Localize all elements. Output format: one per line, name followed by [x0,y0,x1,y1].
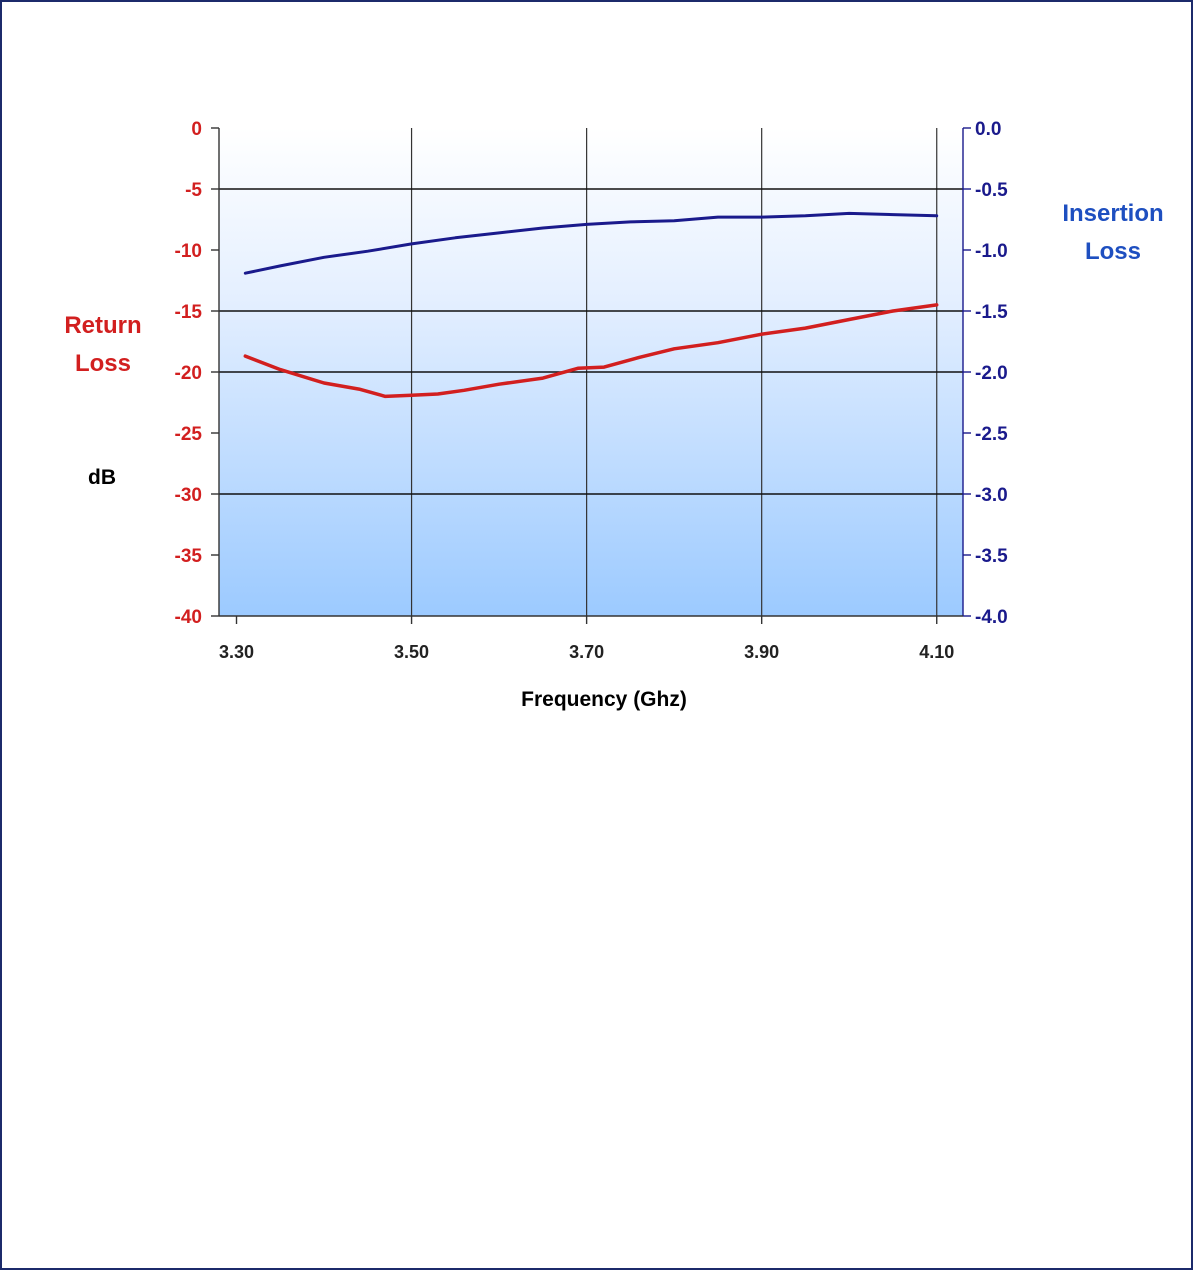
return-loss-label-line1: Return [64,312,142,339]
left-tick-label: -40 [175,607,202,628]
return-loss-label: Return Loss [48,307,158,383]
x-axis-title: Frequency (Ghz) [521,688,687,711]
x-tick-label: 3.70 [569,642,604,662]
left-tick-label: -25 [175,424,203,445]
insertion-loss-label-line2: Loss [1084,238,1141,265]
right-tick-label: -3.0 [975,485,1008,506]
x-tick-label: 4.10 [919,642,954,662]
left-tick-label: -10 [175,241,202,262]
horizontal-gridlines [219,188,963,495]
left-tick-label: -20 [175,363,202,384]
return-loss-label-line2: Loss [74,350,131,377]
insertion-loss-label: Insertion Loss [1043,195,1183,271]
x-tick-label: 3.50 [394,642,429,662]
right-tick-label: -2.5 [975,424,1008,445]
left-tick-labels: 0 -5 -10 -15 -20 -25 -30 -35 -40 [175,119,203,628]
right-tick-labels: 0.0 -0.5 -1.0 -1.5 -2.0 -2.5 -3.0 -3.5 -4.0 [975,119,1008,628]
right-tick-label: -2.0 [975,363,1008,384]
right-tick-label: -1.5 [975,302,1008,323]
x-tick-label: 3.30 [219,642,254,662]
axes [211,127,971,624]
insertion-loss-line [243,211,939,275]
left-tick-label: -35 [175,546,203,567]
insertion-loss-label-line1: Insertion [1062,200,1164,227]
right-tick-label: -3.5 [975,546,1008,567]
right-tick-label: -1.0 [975,241,1008,262]
left-tick-label: -30 [175,485,202,506]
right-tick-label: 0.0 [975,119,1001,140]
left-tick-label: -5 [185,180,202,201]
series-lines [243,211,939,399]
return-loss-line [243,303,939,399]
right-tick-label: -0.5 [975,180,1008,201]
x-tick-label: 3.90 [744,642,779,662]
x-tick-labels: 3.30 3.50 3.70 3.90 4.10 [219,642,954,662]
left-tick-label: -15 [175,302,203,323]
left-tick-label: 0 [191,119,202,140]
right-tick-label: -4.0 [975,607,1008,628]
unit-label: dB [88,466,116,489]
